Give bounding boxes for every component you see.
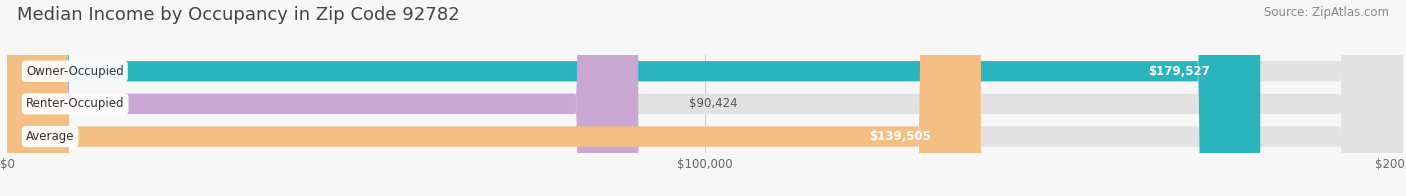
Text: $90,424: $90,424 xyxy=(689,97,737,110)
FancyBboxPatch shape xyxy=(7,0,1403,196)
FancyBboxPatch shape xyxy=(7,0,1403,196)
FancyBboxPatch shape xyxy=(7,0,981,196)
FancyBboxPatch shape xyxy=(7,0,638,196)
Text: Average: Average xyxy=(25,130,75,143)
Text: $139,505: $139,505 xyxy=(869,130,931,143)
Text: $179,527: $179,527 xyxy=(1149,65,1211,78)
Text: Median Income by Occupancy in Zip Code 92782: Median Income by Occupancy in Zip Code 9… xyxy=(17,6,460,24)
Text: Source: ZipAtlas.com: Source: ZipAtlas.com xyxy=(1264,6,1389,19)
FancyBboxPatch shape xyxy=(7,0,1260,196)
FancyBboxPatch shape xyxy=(7,0,1403,196)
Text: Renter-Occupied: Renter-Occupied xyxy=(25,97,124,110)
Text: Owner-Occupied: Owner-Occupied xyxy=(25,65,124,78)
